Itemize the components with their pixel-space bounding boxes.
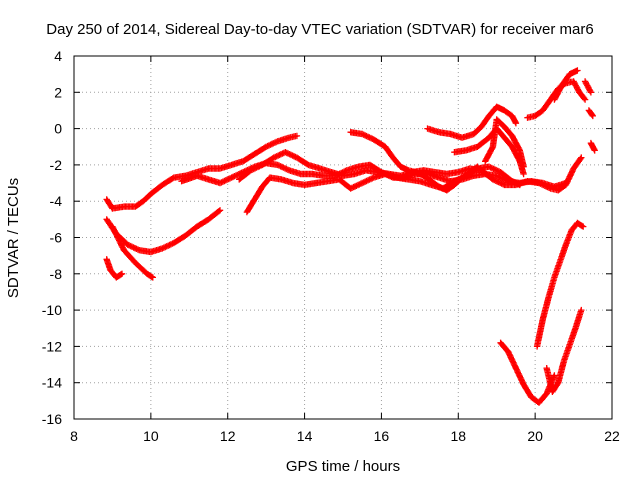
x-axis-label: GPS time / hours — [286, 458, 400, 475]
x-tick-label: 20 — [527, 428, 543, 444]
data-point-markers — [482, 116, 527, 170]
y-tick-label: -8 — [50, 266, 63, 282]
series-track-a — [103, 256, 126, 281]
y-tick-label: -2 — [50, 157, 63, 173]
series-track-d — [109, 223, 156, 281]
y-tick-label: 4 — [54, 48, 62, 64]
series-track-s — [543, 306, 585, 395]
data-point-markers — [533, 219, 587, 350]
y-tick-label: -4 — [50, 193, 63, 209]
data-point-markers — [581, 78, 595, 96]
grid — [74, 56, 612, 419]
y-tick-label: 0 — [54, 121, 62, 137]
series-track-o — [585, 107, 596, 120]
series-track-h — [347, 129, 481, 194]
series-track-p — [587, 139, 598, 154]
series-track-b — [103, 132, 301, 212]
y-axis-label: SDTVAR / TECUs — [5, 178, 22, 298]
y-tick-label: -10 — [42, 302, 62, 318]
x-tick-label: 18 — [450, 428, 466, 444]
series-track-k — [482, 116, 527, 170]
x-tick-label: 10 — [143, 428, 159, 444]
data-point-markers — [103, 132, 301, 212]
chart-title: Day 250 of 2014, Sidereal Day-to-day VTE… — [46, 21, 593, 38]
y-tick-label: 2 — [54, 84, 62, 100]
x-tick-label: 14 — [297, 428, 313, 444]
data-point-markers — [109, 223, 156, 281]
data-point-markers — [424, 103, 520, 141]
y-tick-label: -6 — [50, 230, 63, 246]
data-point-markers — [587, 139, 598, 154]
data-point-markers — [585, 107, 596, 120]
x-tick-label: 22 — [604, 428, 620, 444]
series-track-m — [551, 67, 581, 103]
y-tick-label: -12 — [42, 338, 62, 354]
data-point-markers — [103, 256, 126, 281]
x-tick-label: 8 — [70, 428, 78, 444]
data-point-markers — [543, 306, 585, 395]
x-tick-label: 16 — [374, 428, 390, 444]
series-track-n — [581, 78, 595, 96]
series-track-i — [424, 103, 520, 141]
series-track-r — [533, 219, 587, 350]
data-point-markers — [347, 129, 481, 194]
data-layer — [103, 67, 598, 406]
y-tick-label: -14 — [42, 375, 62, 391]
data-point-markers — [551, 67, 581, 103]
y-tick-label: -16 — [42, 411, 62, 427]
x-tick-label: 12 — [220, 428, 236, 444]
